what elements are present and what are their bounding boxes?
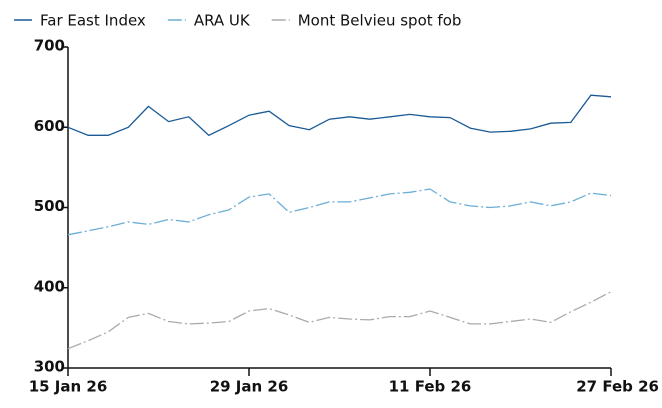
y-tick-label: 400: [34, 277, 65, 295]
y-tick-label: 700: [34, 37, 65, 55]
legend-label: Mont Belvieu spot fob: [298, 12, 462, 30]
x-tick-label: 11 Feb 26: [389, 378, 472, 396]
legend-label: ARA UK: [194, 12, 251, 30]
y-tick-label: 300: [34, 358, 65, 376]
y-tick-label: 500: [34, 197, 65, 215]
y-tick-label: 600: [34, 117, 65, 135]
legend-label: Far East Index: [40, 12, 146, 30]
x-tick-label: 29 Jan 26: [210, 378, 289, 396]
x-tick-label: 15 Jan 26: [29, 378, 108, 396]
series-line: [67, 188, 612, 236]
x-tick-label: 27 Feb 26: [576, 378, 659, 396]
series-line: [67, 94, 612, 137]
series-line: [67, 291, 612, 350]
